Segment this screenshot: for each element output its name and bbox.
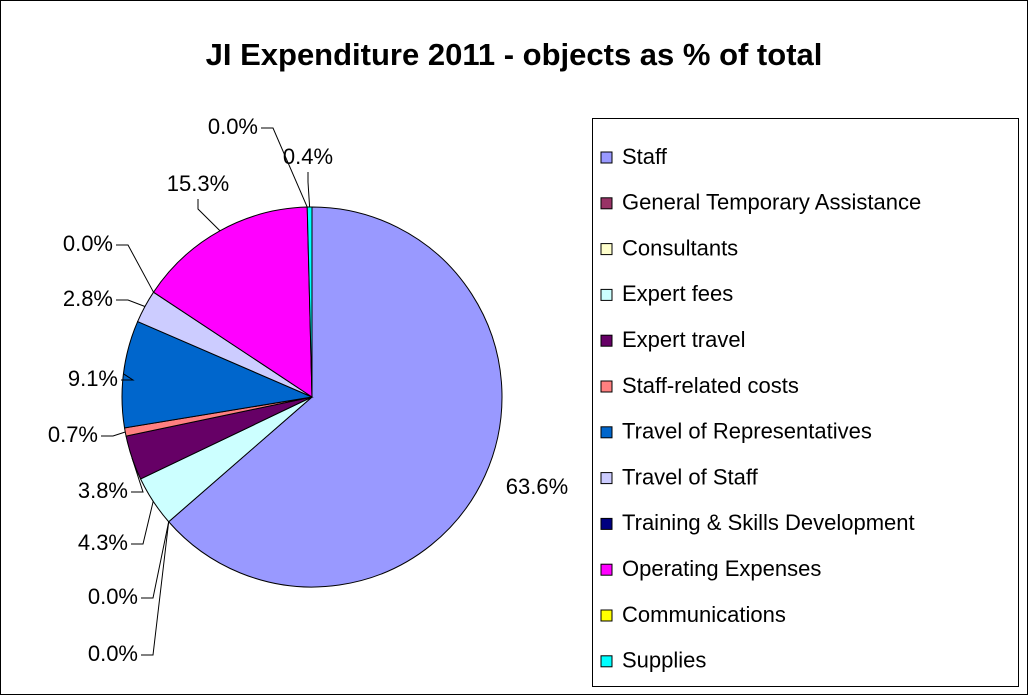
legend-swatch (600, 426, 613, 439)
legend-swatch (600, 334, 613, 347)
legend-label: Staff-related costs (622, 373, 799, 398)
legend-label: Expert travel (622, 327, 746, 352)
legend-label: Travel of Representatives (622, 419, 872, 444)
data-label: 0.4% (283, 144, 333, 169)
legend-label: General Temporary Assistance (622, 190, 921, 215)
data-label: 0.0% (63, 231, 113, 256)
leader-line (131, 501, 154, 545)
leader-line (116, 244, 154, 293)
legend-swatch (600, 655, 613, 668)
legend-swatch (600, 288, 613, 301)
legend-swatch (600, 563, 613, 576)
data-label: 0.0% (88, 641, 138, 666)
leader-line (101, 431, 126, 437)
legend-swatch (600, 380, 613, 393)
data-label: 0.0% (88, 584, 138, 609)
data-label: 9.1% (68, 366, 118, 391)
leader-line (141, 521, 170, 656)
legend-box (592, 118, 1019, 687)
legend-swatch (600, 517, 613, 530)
leader-line (131, 457, 144, 493)
legend-label: Training & Skills Development (622, 510, 915, 535)
chart-title: JI Expenditure 2011 - objects as % of to… (206, 37, 823, 72)
data-label: 2.8% (63, 286, 113, 311)
leader-line (141, 521, 170, 599)
legend-label: Operating Expenses (622, 556, 821, 581)
legend-label: Supplies (622, 648, 706, 673)
data-label: 0.0% (208, 114, 258, 139)
leader-line (307, 172, 311, 208)
legend-label: Communications (622, 602, 786, 627)
data-label: 63.6% (506, 474, 568, 499)
leader-line (261, 127, 308, 208)
data-label: 15.3% (167, 171, 229, 196)
legend-label: Staff (622, 144, 668, 169)
leader-line (116, 299, 146, 307)
pie-slice (167, 206, 503, 588)
legend-label: Travel of Staff (622, 464, 759, 489)
data-label: 4.3% (78, 530, 128, 555)
leader-line (197, 199, 221, 232)
legend-swatch (600, 151, 613, 164)
legend-label: Consultants (622, 235, 738, 260)
legend-swatch (600, 243, 613, 256)
legend-swatch (600, 609, 613, 622)
leader-line (121, 373, 135, 381)
data-label: 3.8% (78, 478, 128, 503)
legend-label: Expert fees (622, 281, 733, 306)
legend-swatch (600, 197, 613, 210)
data-label: 0.7% (48, 422, 98, 447)
legend-swatch (600, 472, 613, 485)
